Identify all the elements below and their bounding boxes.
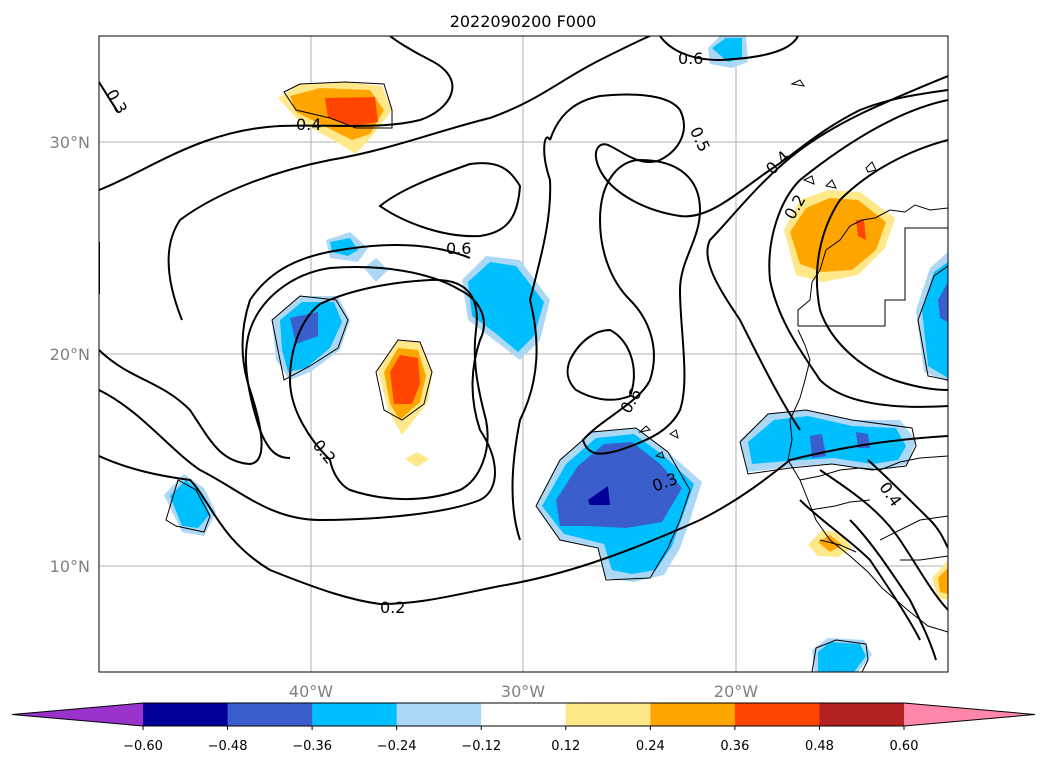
colorbar-segment: [650, 703, 736, 726]
colorbar-segment: [819, 703, 905, 726]
map-frame: [98, 35, 949, 673]
colorbar-tick-label: 0.60: [890, 739, 919, 754]
contour-label: 0.3: [102, 86, 131, 118]
colorbar-extend-low: [12, 703, 143, 726]
coastline: [638, 79, 948, 633]
lon-label: 40°W: [289, 682, 333, 701]
contour-label: 0.2: [380, 598, 405, 617]
patch-outlines: [165, 81, 948, 672]
colorbar-segment: [481, 703, 567, 726]
colorbar-tick-label: −0.24: [377, 739, 417, 754]
contour-label: 0.6: [446, 239, 471, 258]
lat-label: 30°N: [50, 133, 90, 152]
colorbar-segment: [565, 703, 651, 726]
contour-lines: [99, 36, 948, 661]
colorbar-segment: [734, 703, 820, 726]
map-area: 0.3 0.4 0.6 0.5 0.4 0.2 0.6 0.6 0.2 0.3 …: [99, 36, 948, 672]
colorbar-segment: [227, 703, 313, 726]
colorbar: −0.60 −0.48 −0.36 −0.24 −0.12 0.12 0.24 0.36 0.4…: [11, 702, 1036, 754]
colorbar-tick-label: 0.12: [551, 739, 580, 754]
lon-label: 30°W: [501, 682, 545, 701]
colorbar-tick-label: −0.60: [123, 739, 163, 754]
lat-label: 10°N: [50, 557, 90, 576]
colorbar-tick-label: −0.36: [292, 739, 332, 754]
colorbar-tick-label: 0.24: [636, 739, 665, 754]
longitude-labels: 40°W 30°W 20°W: [289, 682, 758, 701]
colorbar-tick-label: 0.48: [805, 739, 834, 754]
lat-label: 20°N: [50, 345, 90, 364]
contour-label: 0.4: [875, 478, 905, 510]
colorbar-tick-label: 0.36: [720, 739, 749, 754]
map-title: 2022090200 F000: [450, 12, 597, 31]
contour-label: 0.6: [616, 385, 645, 417]
contour-label: 0.6: [678, 49, 703, 68]
latitude-labels: 30°N 20°N 10°N: [50, 133, 90, 576]
contour-label: 0.4: [296, 115, 321, 134]
colorbar-tick-label: −0.48: [208, 739, 248, 754]
colorbar-segment: [143, 703, 229, 726]
contour-label: 0.4: [762, 147, 793, 178]
contour-label: 0.5: [686, 124, 714, 155]
lon-label: 20°W: [714, 682, 758, 701]
colorbar-extend-high: [904, 703, 1035, 726]
colorbar-segment: [312, 703, 398, 726]
colorbar-tick-label: −0.12: [461, 739, 501, 754]
colorbar-segment: [396, 703, 482, 726]
